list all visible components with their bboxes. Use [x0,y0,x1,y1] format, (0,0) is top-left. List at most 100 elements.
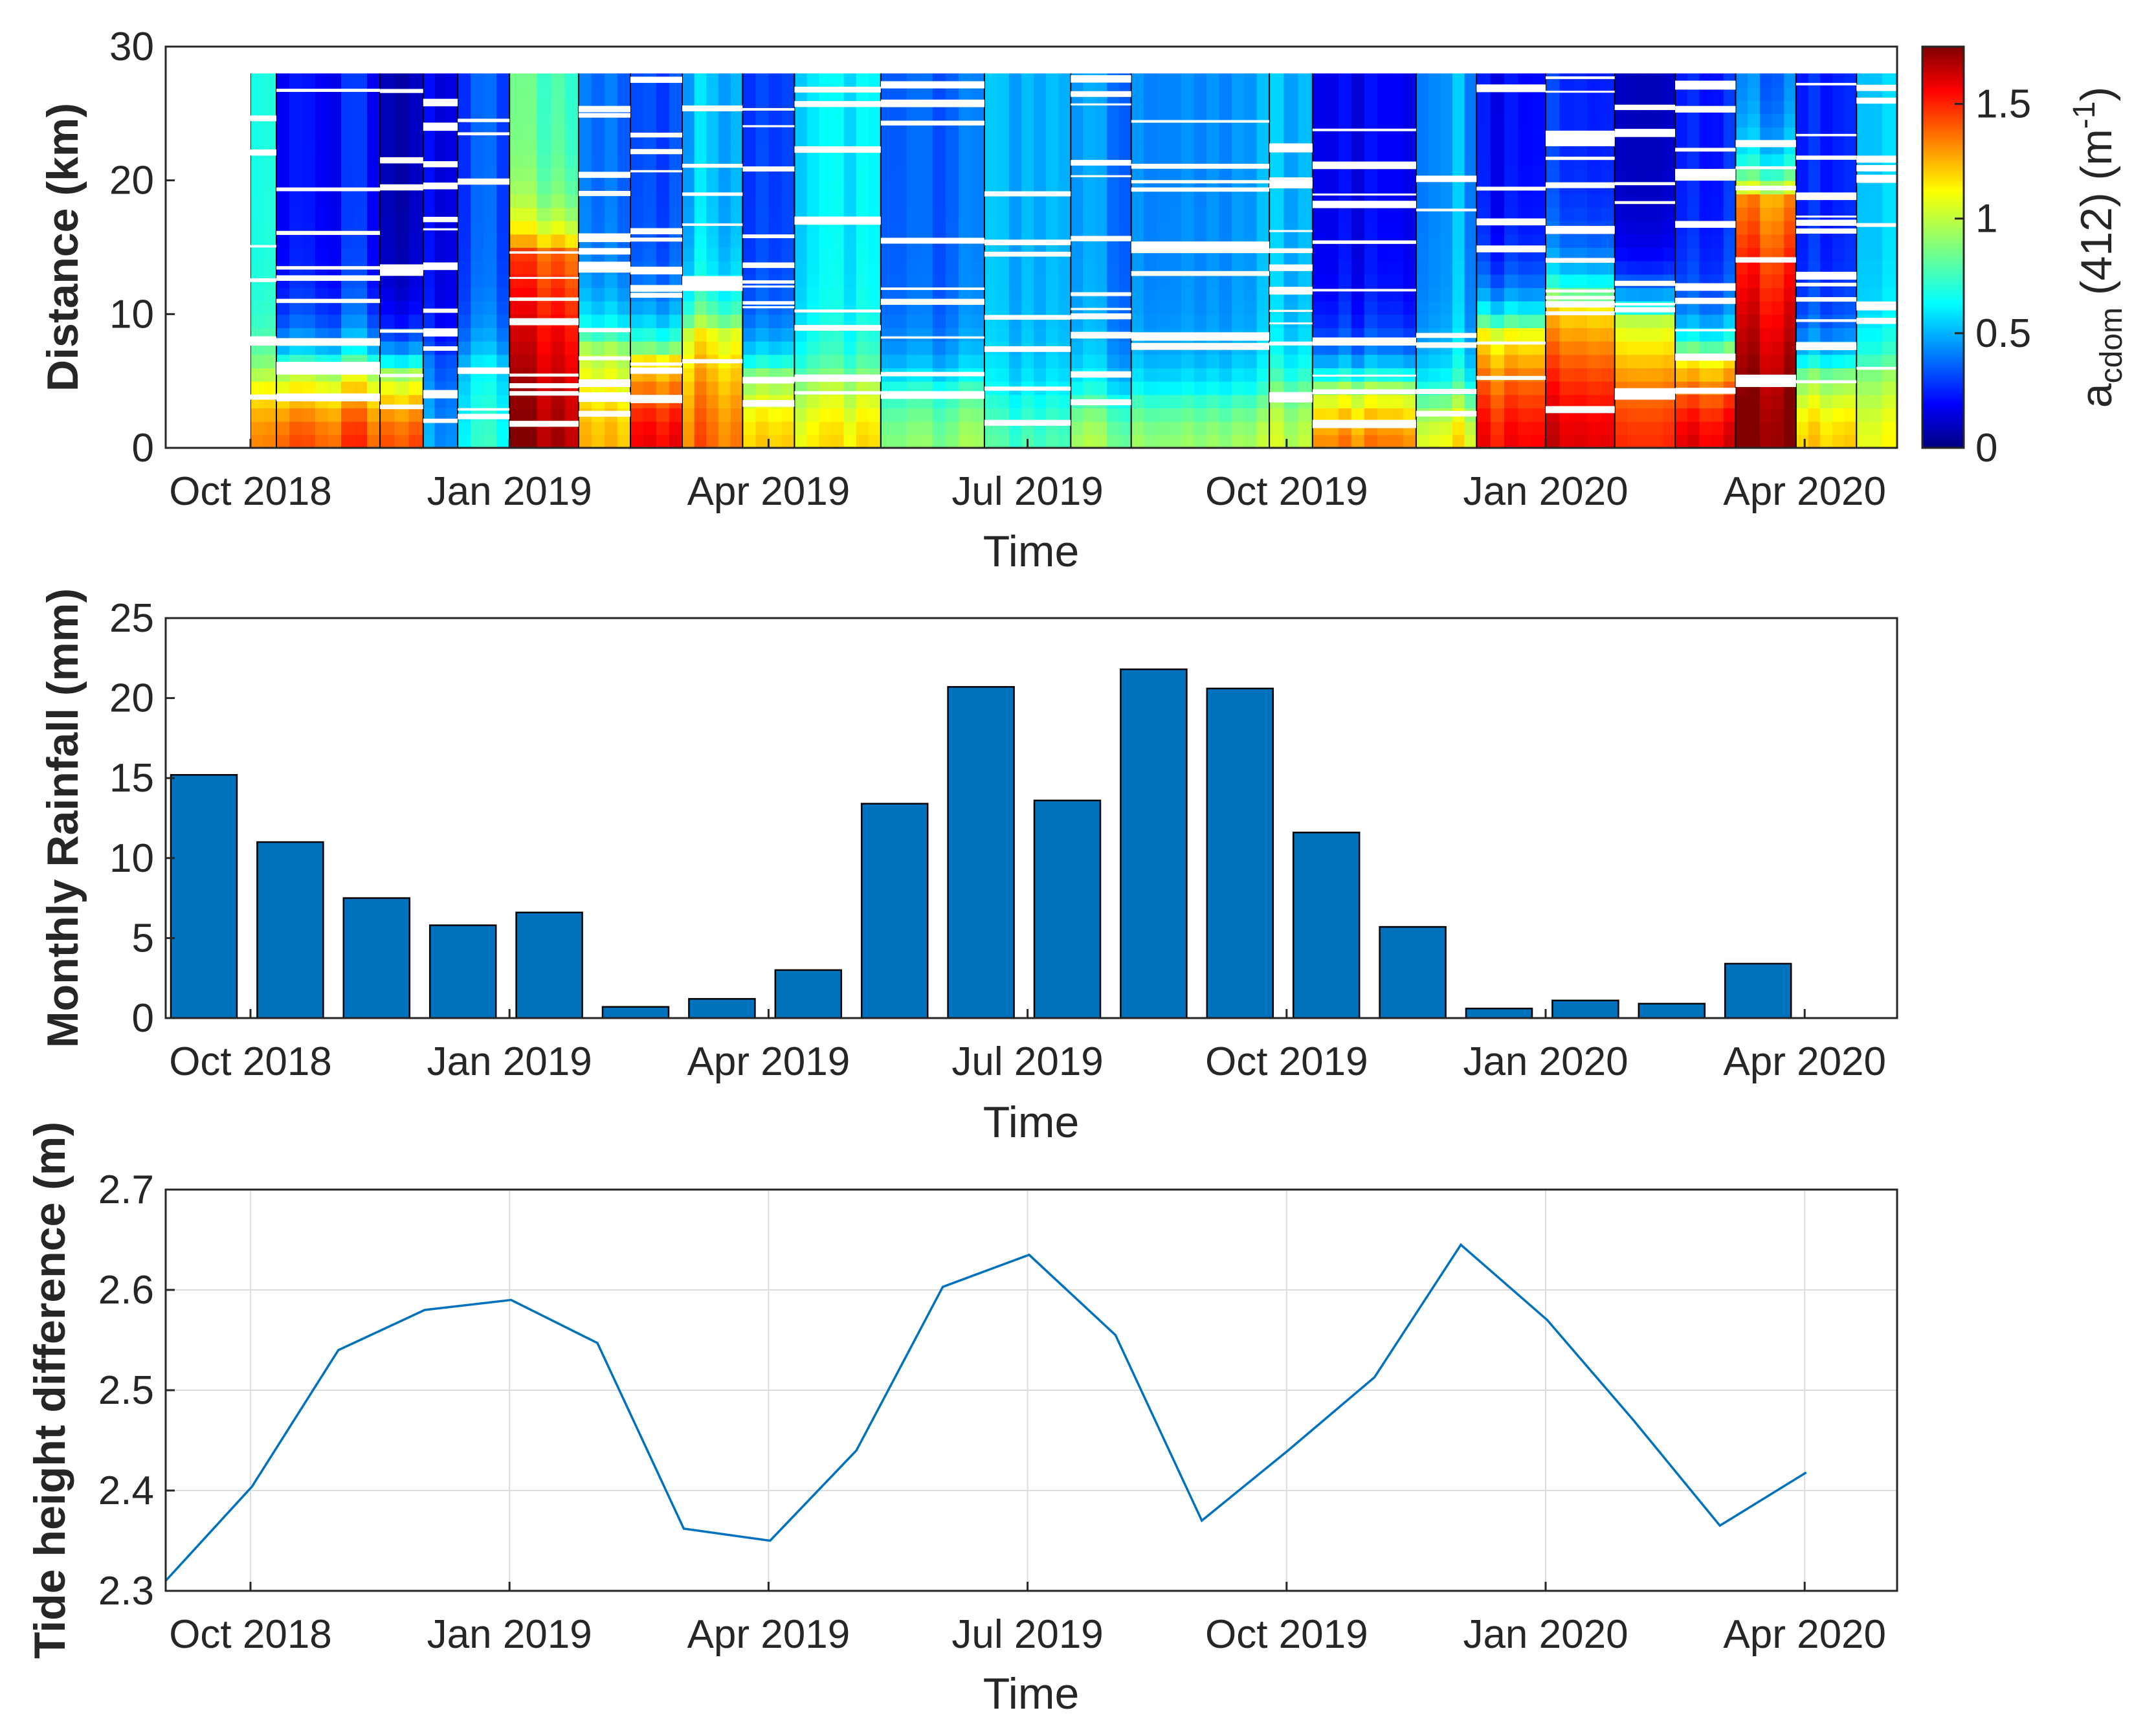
heatmap-cell [1325,220,1339,235]
heatmap-cell [1219,73,1232,87]
heatmap-cell [996,327,1010,342]
heatmap-cell [1869,207,1884,221]
heatmap-cell [1587,207,1602,221]
heatmap-cell [591,287,605,302]
heatmap-cell [1639,73,1652,87]
heatmap-cell [1403,408,1417,422]
heatmap-cell [996,368,1010,382]
heatmap-cell [263,100,278,115]
missing-data-strip [250,149,277,156]
heatmap-cell [656,381,670,395]
heatmap-cell [1440,287,1453,302]
heatmap-cell [1312,100,1326,115]
heatmap-cell [1009,87,1023,101]
heatmap-cell [1808,180,1821,195]
heatmap-cell [1219,421,1232,436]
heatmap-cell [1390,394,1404,408]
heatmap-cell [794,194,808,208]
missing-data-strip [1735,188,1796,191]
heatmap-cell [856,260,869,275]
heatmap-cell [1735,87,1749,101]
heatmap-cell [604,300,618,315]
heatmap-cell [781,287,795,302]
heatmap-cell [682,73,695,87]
heatmap-cell [718,73,731,87]
heatmap-cell [276,127,291,141]
heatmap-cell [509,153,524,168]
heatmap-cell [458,247,472,261]
heatmap-cell [1518,408,1533,422]
heatmap-cell [1364,408,1378,422]
heatmap-cell [1735,434,1749,448]
heatmap-cell [1820,207,1833,221]
heatmap-cell [1856,381,1871,395]
heatmap-cell [564,153,579,168]
heatmap-cell [1856,140,1871,155]
heatmap-cell [755,340,770,355]
heatmap-cell [1440,73,1453,87]
heatmap-cell [250,73,265,87]
heatmap-cell [328,314,342,328]
heatmap-cell [1627,220,1640,235]
missing-data-strip [742,166,795,172]
heatmap-cell [1518,167,1533,181]
heatmap-cell [958,167,972,181]
heatmap-cell [694,314,707,328]
heatmap-cell [328,327,342,342]
heatmap-cell [276,381,291,395]
heatmap-cell [643,408,657,422]
heatmap-cell [1298,274,1313,288]
heatmap-cell [564,127,579,141]
heatmap-cell [1082,140,1096,155]
heatmap-cell [1082,381,1096,395]
heatmap-cell [1882,180,1896,195]
missing-data-strip [1312,201,1416,206]
heatmap-cell [1882,421,1896,436]
heatmap-cell [1071,434,1084,448]
heatmap-cell [630,153,644,168]
heatmap-cell [446,408,459,422]
heatmap-cell [868,314,882,328]
heatmap-cell [868,434,882,448]
heatmap-cell [1464,100,1478,115]
missing-data-strip [250,278,277,282]
heatmap-cell [669,274,683,288]
heatmap-cell [367,314,381,328]
heatmap-cell [1808,167,1821,181]
heatmap-cell [1284,207,1299,221]
heatmap-cell [1046,394,1060,408]
heatmap-cell [394,194,410,208]
heatmap-cell [263,247,278,261]
heatmap-cell [1639,234,1652,248]
heatmap-cell [564,194,579,208]
heatmap-cell [523,207,538,221]
heatmap-cell [578,73,592,87]
heatmap-cell [694,368,707,382]
heatmap-cell [354,73,368,87]
heatmap-cell [1071,381,1084,395]
heatmap-cell [1687,421,1700,436]
missing-data-strip [1795,319,1857,322]
heatmap-cell [1627,140,1640,155]
heatmap-cell [1559,113,1574,128]
heatmap-cell [408,274,424,288]
heatmap-cell [1772,421,1785,436]
heatmap-cell [1490,421,1505,436]
heatmap-cell [537,260,552,275]
heatmap-cell [341,287,355,302]
heatmap-cell [1573,421,1588,436]
heatmap-cell [458,194,472,208]
heatmap-cell [354,180,368,195]
heatmap-cell [1573,234,1588,248]
heatmap-cell [831,287,845,302]
heatmap-cell [1364,87,1378,101]
heatmap-cell [250,381,265,395]
heatmap-cell [1440,234,1453,248]
heatmap-cell [1504,194,1519,208]
heatmap-cell [1194,100,1208,115]
heatmap-cell [367,113,381,128]
heatmap-cell [643,207,657,221]
heatmap-cell [380,194,395,208]
heatmap-cell [1338,394,1352,408]
heatmap-cell [1284,408,1299,422]
